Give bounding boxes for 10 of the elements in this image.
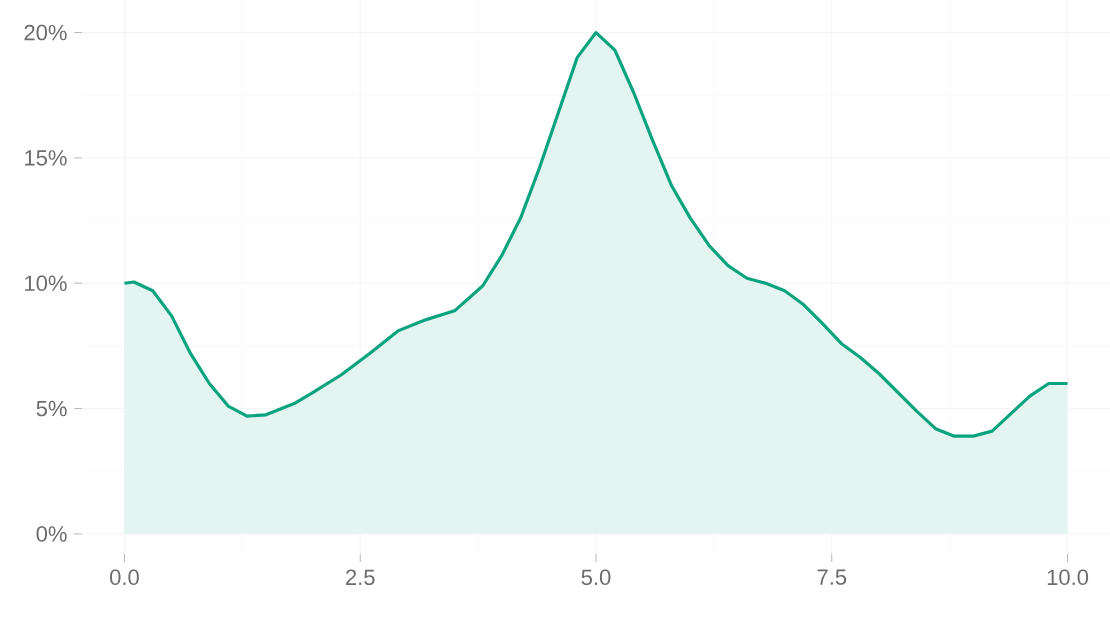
x-tick-label: 0.0 — [110, 569, 139, 586]
x-tick-label: 2.5 — [346, 569, 375, 586]
x-tick-label: 10.0 — [1047, 569, 1089, 586]
y-tick-label: 10% — [25, 275, 67, 292]
y-tick-label: 20% — [24, 24, 67, 41]
y-tick-label: 15% — [25, 150, 67, 166]
y-tick-label: 0% — [36, 526, 67, 542]
y-tick-label: 5% — [36, 400, 67, 417]
x-tick-label: 5.0 — [581, 569, 611, 586]
x-tick-label: 7.5 — [817, 569, 847, 585]
